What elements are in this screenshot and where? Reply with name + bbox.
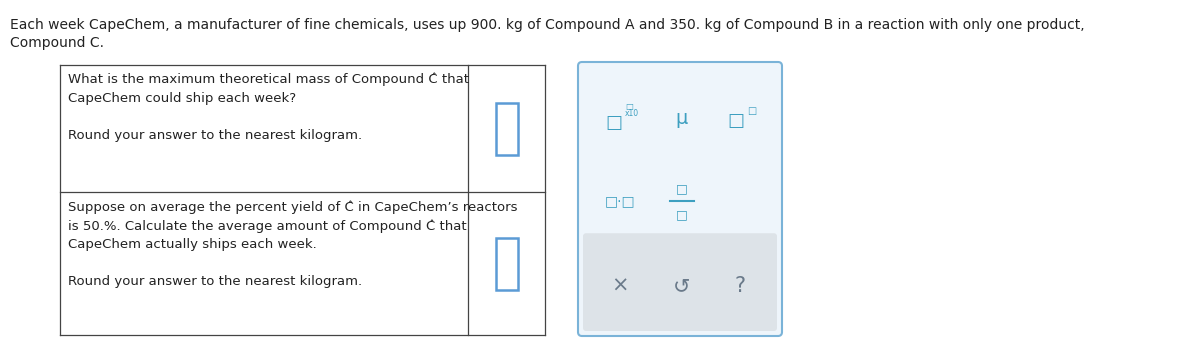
Bar	[496, 238, 517, 289]
Text: Compound C.: Compound C.	[10, 36, 104, 50]
Text: x10: x10	[625, 109, 640, 118]
Text: □: □	[676, 208, 688, 221]
Bar	[496, 103, 517, 154]
FancyBboxPatch shape	[578, 62, 782, 336]
Text: ?: ?	[734, 276, 745, 296]
Text: Each week CapeChem, a manufacturer of fine chemicals, uses up 900. kg of Compoun: Each week CapeChem, a manufacturer of fi…	[10, 18, 1085, 32]
Text: □: □	[727, 112, 744, 130]
FancyBboxPatch shape	[583, 233, 778, 331]
Text: □: □	[676, 183, 688, 195]
Text: ×: ×	[611, 276, 629, 296]
Text: □: □	[625, 103, 632, 112]
Text: □: □	[746, 106, 756, 116]
Text: ↺: ↺	[673, 276, 691, 296]
Text: μ: μ	[676, 108, 688, 127]
Text: Suppose on average the percent yield of Ĉ in CapeChem’s reactors
is 50.%. Calcu: Suppose on average the percent yield of …	[68, 200, 517, 288]
Text: What is the maximum theoretical mass of Compound Ĉ that
CapeChem could ship eac: What is the maximum theoretical mass of …	[68, 73, 469, 142]
Text: □·□: □·□	[605, 194, 635, 208]
Text: □: □	[606, 114, 623, 132]
